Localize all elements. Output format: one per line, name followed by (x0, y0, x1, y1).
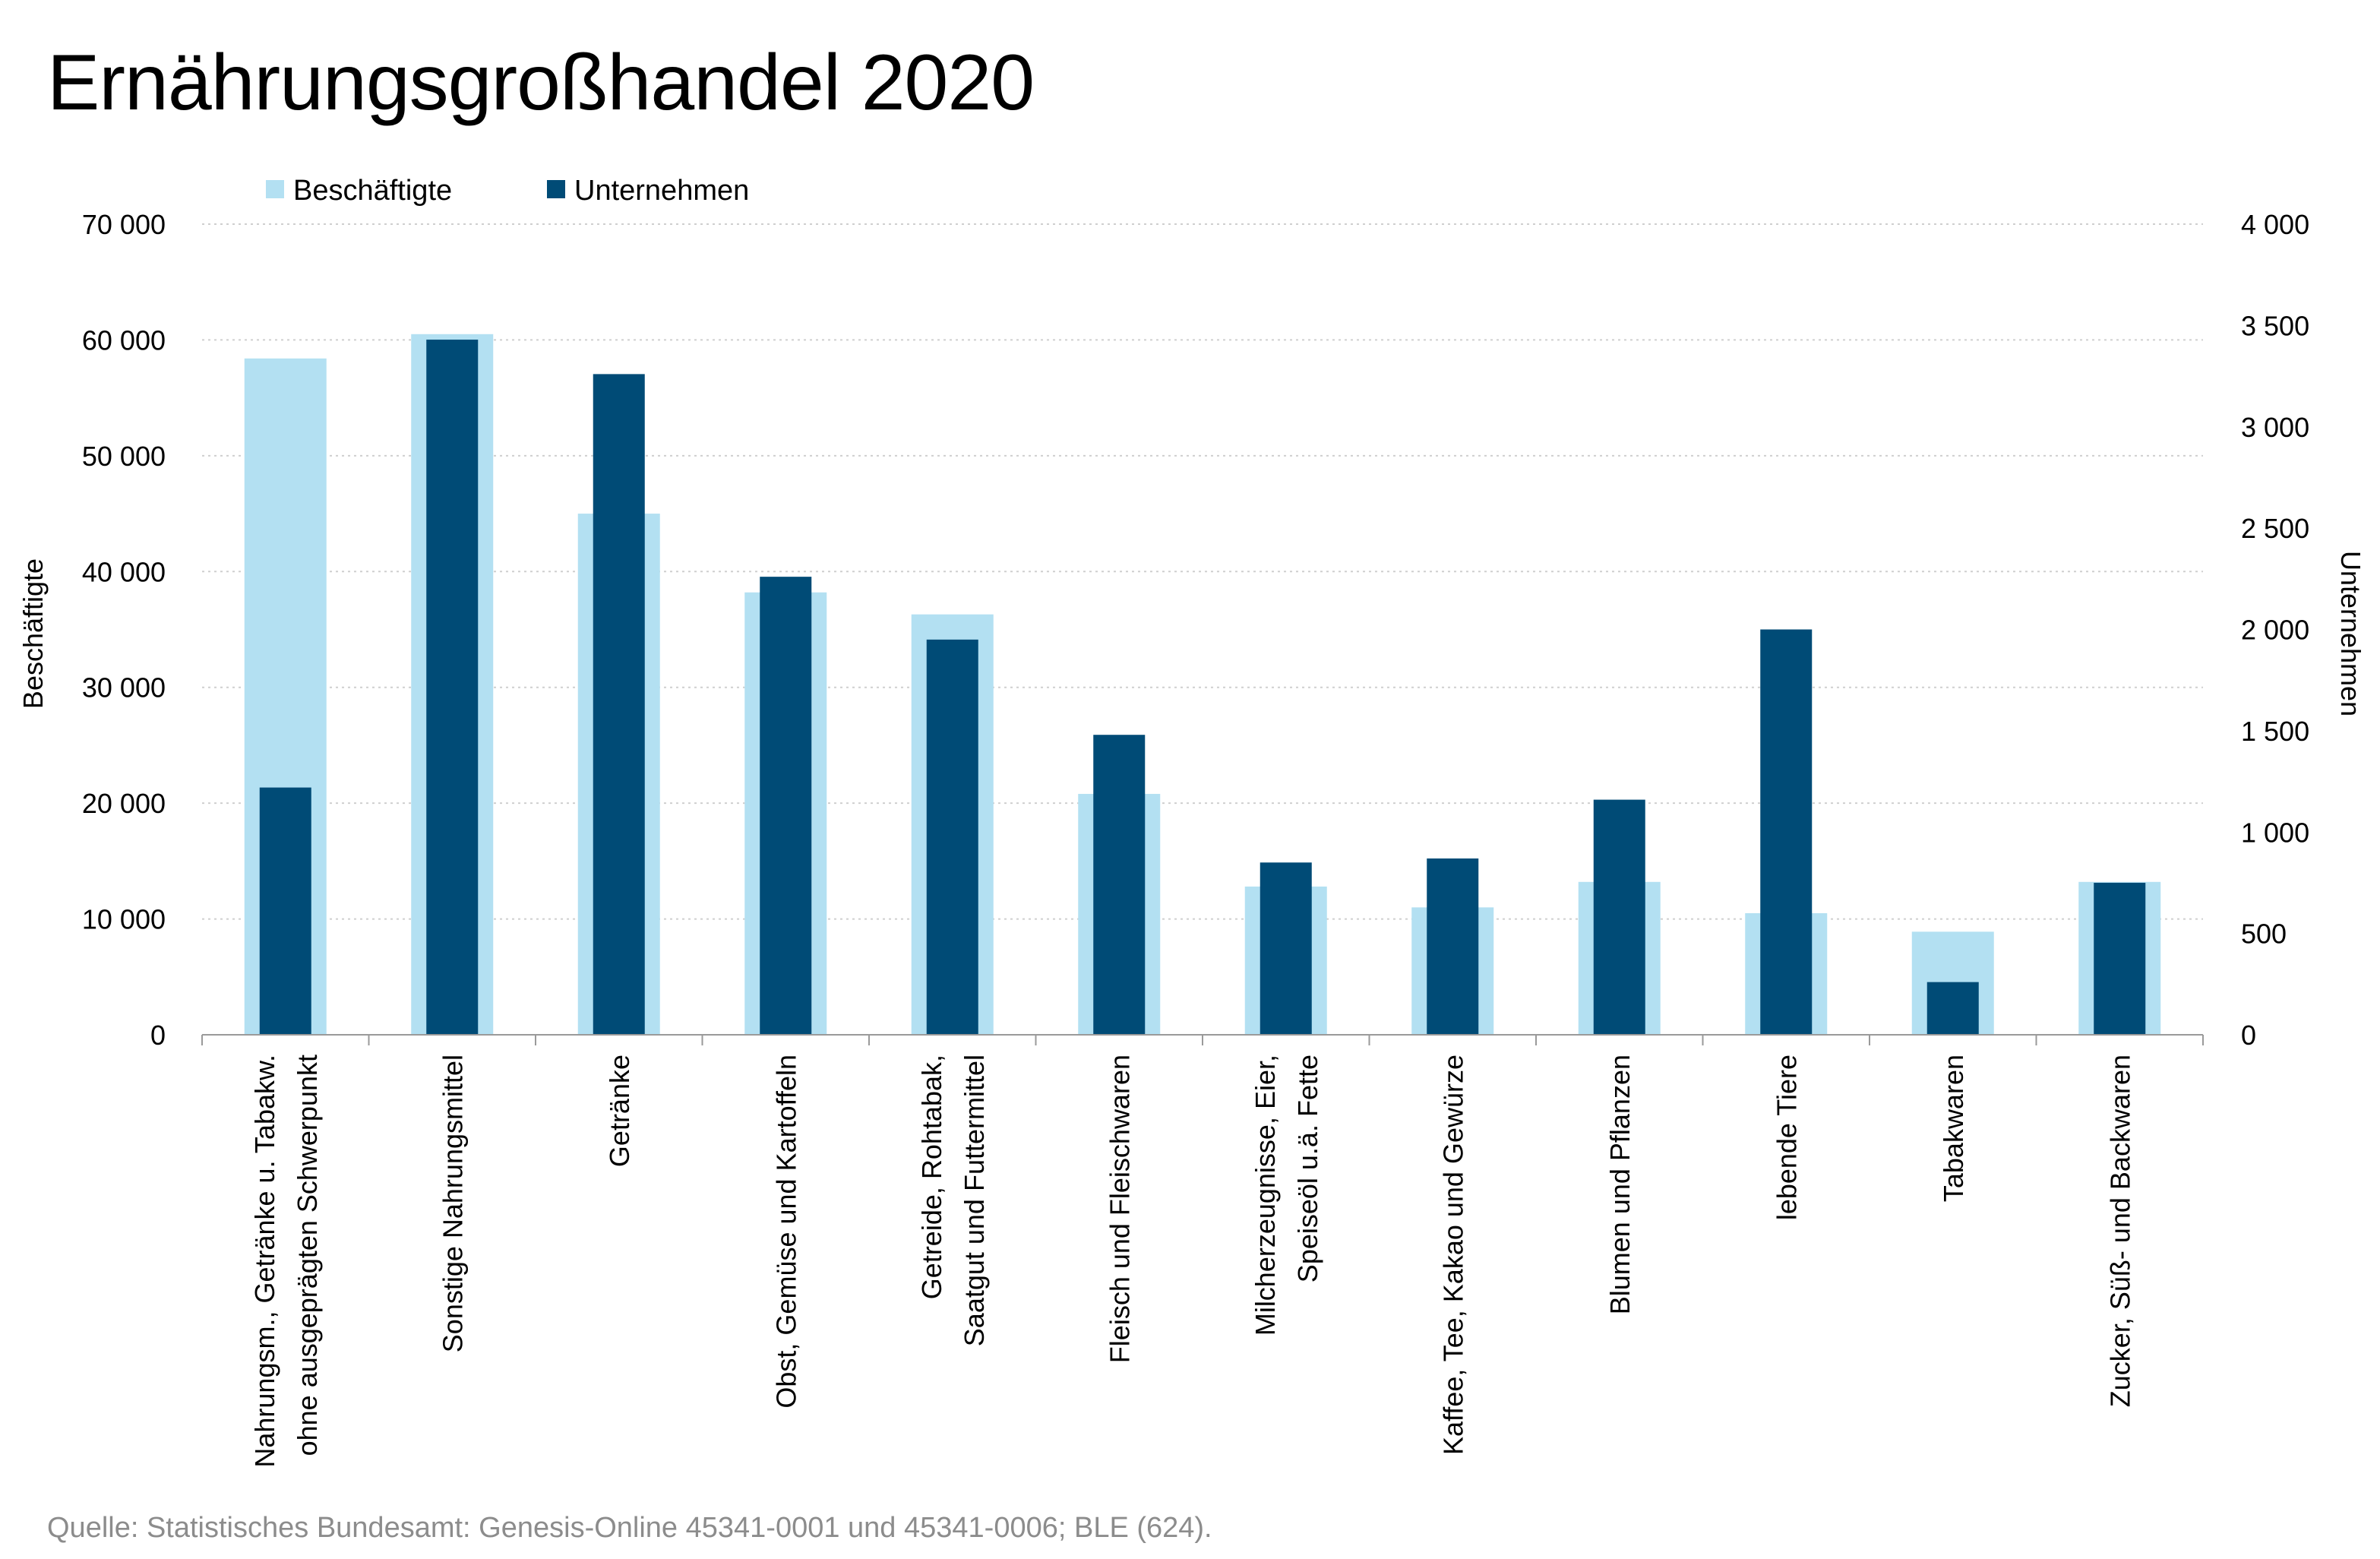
y-axis-left-title: Beschäftigte (17, 558, 49, 709)
bar-unternehmen (1260, 862, 1312, 1035)
category-label: Tabakwaren (1938, 1055, 1969, 1202)
legend-label-unternehmen: Unternehmen (574, 175, 749, 207)
category-label-line: Zucker, Süß- und Backwaren (2104, 1055, 2135, 1407)
category-label: Sonstige Nahrungsmittel (437, 1055, 468, 1352)
category-label-line: Kaffee, Tee, Kakao und Gewürze (1437, 1055, 1468, 1455)
y-tick-left: 20 000 (82, 788, 166, 819)
series-unternehmen (259, 340, 2146, 1035)
chart-legend: Beschäftigte Unternehmen (266, 175, 749, 207)
legend-label-beschaeftigte: Beschäftigte (293, 175, 452, 207)
bar-unternehmen (760, 577, 812, 1035)
category-label-line: lebende Tiere (1771, 1055, 1802, 1220)
y-tick-right: 0 (2241, 1020, 2256, 1051)
category-label-line: Milcherzeugnisse, Eier, (1250, 1055, 1281, 1336)
category-label-line: Saatgut und Futtermittel (959, 1055, 990, 1346)
category-label: Nahrungsm., Getränke u. Tabakw. ohne ausg… (249, 1055, 323, 1468)
category-labels: Nahrungsm., Getränke u. Tabakw. ohne ausg… (249, 1055, 2136, 1468)
category-label-line: Getreide, Rohtabak, (916, 1055, 947, 1299)
bar-unternehmen (1593, 799, 1645, 1035)
x-axis (201, 1034, 2204, 1045)
category-label-line: Obst, Gemüse und Kartoffeln (770, 1055, 801, 1409)
y-tick-left: 0 (150, 1020, 166, 1051)
category-label: Obst, Gemüse und Kartoffeln (770, 1055, 801, 1409)
bar-chart: Beschäftigte Unternehmen 0 10 000 20 000 30… (17, 175, 2366, 1468)
category-label: Getränke (604, 1055, 635, 1167)
legend-swatch-unternehmen (547, 180, 565, 198)
bar-unternehmen (926, 639, 978, 1035)
y-tick-left: 70 000 (82, 209, 166, 240)
page-title: Ernährungsgroßhandel 2020 (47, 39, 1035, 127)
source-note: Quelle: Statistisches Bundesamt: Genesis… (47, 1512, 1212, 1544)
y-axis-right-ticks: 0 500 1 000 1 500 2 000 2 500 3 000 3 500 4 000 (2241, 209, 2309, 1051)
bar-unternehmen (2094, 882, 2146, 1035)
legend-swatch-beschaeftigte (266, 180, 284, 198)
y-tick-right: 4 000 (2241, 209, 2309, 240)
category-label: Getreide, Rohtabak, Saatgut und Futtermit… (916, 1055, 990, 1346)
category-label-line: Fleisch und Fleischwaren (1104, 1055, 1135, 1363)
y-tick-left: 60 000 (82, 324, 166, 356)
y-tick-right: 1 500 (2241, 716, 2309, 747)
bar-unternehmen (1926, 982, 1979, 1035)
category-label-line: Blumen und Pflanzen (1604, 1055, 1636, 1314)
category-label: Zucker, Süß- und Backwaren (2104, 1055, 2135, 1407)
category-label: Fleisch und Fleischwaren (1104, 1055, 1135, 1363)
y-tick-left: 30 000 (82, 672, 166, 704)
bar-unternehmen (426, 340, 479, 1035)
category-label-line: Nahrungsm., Getränke u. Tabakw. (249, 1055, 280, 1468)
bar-unternehmen (259, 787, 311, 1035)
category-label-line: Tabakwaren (1938, 1055, 1969, 1202)
y-tick-right: 3 500 (2241, 310, 2309, 341)
category-label-line: Speiseöl u.ä. Fette (1292, 1055, 1323, 1282)
series-beschaeftigte (244, 334, 2161, 1035)
bar-unternehmen (1760, 629, 1813, 1035)
bar-unternehmen (593, 374, 645, 1035)
category-label: Blumen und Pflanzen (1604, 1055, 1636, 1314)
y-axis-left-ticks: 0 10 000 20 000 30 000 40 000 50 000 60 000 70 … (82, 209, 166, 1051)
category-label-line: Sonstige Nahrungsmittel (437, 1055, 468, 1352)
category-label: Kaffee, Tee, Kakao und Gewürze (1437, 1055, 1468, 1455)
y-tick-right: 2 500 (2241, 513, 2309, 544)
category-label: Milcherzeugnisse, Eier, Speiseöl u.ä. Fet… (1250, 1055, 1323, 1336)
y-tick-right: 3 000 (2241, 412, 2309, 443)
gridlines (202, 223, 2203, 920)
bar-unternehmen (1427, 858, 1479, 1035)
category-label: lebende Tiere (1771, 1055, 1802, 1220)
category-label-line: ohne ausgeprägten Schwerpunkt (292, 1055, 323, 1456)
y-tick-left: 50 000 (82, 441, 166, 472)
bar-unternehmen (1093, 735, 1146, 1035)
y-tick-left: 10 000 (82, 904, 166, 935)
y-axis-right-title: Unternehmen (2335, 551, 2366, 716)
y-tick-right: 500 (2241, 919, 2287, 950)
y-tick-right: 2 000 (2241, 615, 2309, 646)
y-tick-right: 1 000 (2241, 817, 2309, 848)
y-tick-left: 40 000 (82, 556, 166, 587)
category-label-line: Getränke (604, 1055, 635, 1167)
